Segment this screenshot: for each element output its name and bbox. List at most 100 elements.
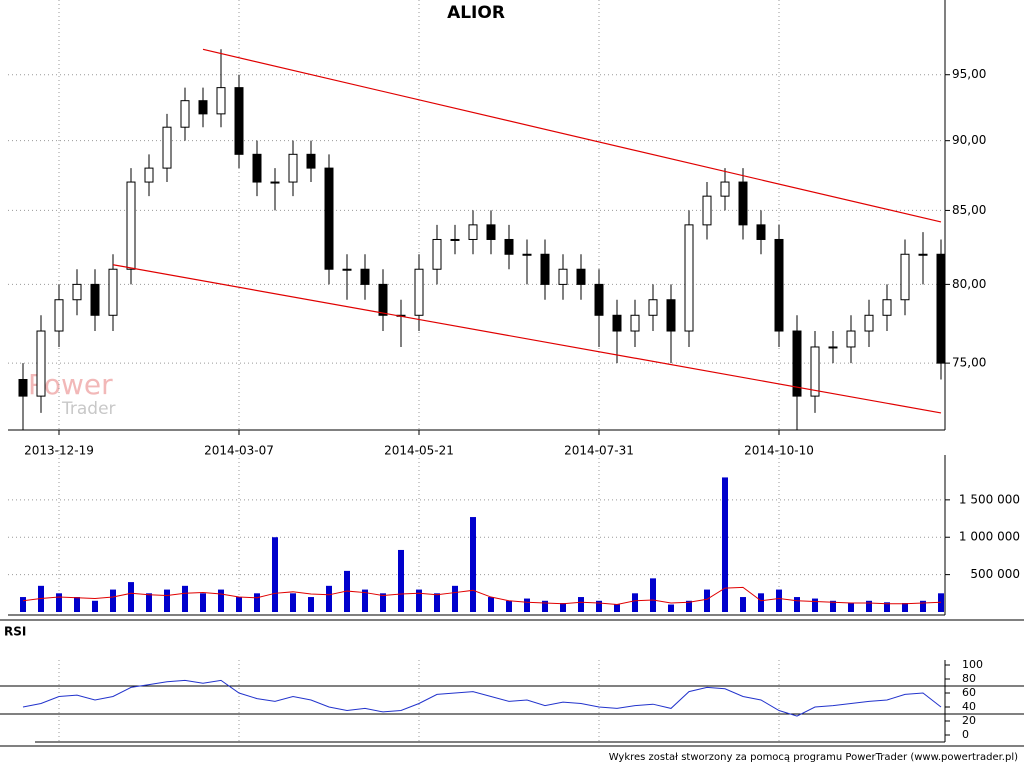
volume-bar [200,593,206,612]
rsi-line [22,679,942,717]
volume-bar [308,597,314,612]
candle-body [90,283,100,316]
candle-body [558,268,568,285]
candle-body [720,181,730,197]
volume-bar [380,593,386,612]
y-tick-label: 500 000 [970,567,1020,581]
volume-bar [560,603,566,612]
candle-body [72,283,82,301]
y-tick-label: 20 [962,714,976,727]
volume-bar [794,597,800,612]
volume-bar [326,585,332,612]
candle-body [828,346,838,349]
candle-body [756,224,766,240]
candle-body [774,238,784,332]
volume-bar [290,593,296,612]
volume-bar [92,600,98,612]
candle-body [792,330,802,397]
volume-bar [902,603,908,612]
y-tick-label: 95,00 [952,67,986,81]
volume-bar [848,603,854,612]
y-tick-label: 75,00 [952,356,986,370]
candle-body [270,181,280,184]
volume-bar [56,593,62,612]
volume-bar [128,582,134,612]
candle-body [36,330,46,397]
y-tick-label: 80 [962,672,976,685]
volume-bar [884,602,890,612]
candle-body [612,314,622,332]
volume-bar [74,597,80,612]
volume-bar [596,600,602,612]
y-tick-label: 0 [962,728,969,741]
candle-body [630,314,640,332]
volume-bar [776,589,782,612]
volume-bar [110,589,116,612]
volume-bar [506,600,512,612]
candle-body [126,181,136,270]
volume-bar [254,593,260,612]
volume-bar [434,593,440,612]
candle-body [414,268,424,316]
volume-bar [578,597,584,612]
y-tick-label: 1 000 000 [959,530,1020,544]
candle-body [324,167,334,270]
volume-bar [182,585,188,612]
volume-bar [218,589,224,612]
y-tick-label: 85,00 [952,203,986,217]
candle-body [306,153,316,169]
x-tick-label: 2014-03-07 [204,444,274,458]
y-tick-label: 40 [962,700,976,713]
candle-body [432,238,442,270]
y-tick-label: 80,00 [952,277,986,291]
volume-bar [758,593,764,612]
footer: Wykres został stworzony za pomocą progra… [609,752,1018,763]
candle-body [684,224,694,332]
trendline [202,48,942,223]
candle-body [936,253,946,364]
watermark: Trader [61,399,116,419]
candle-body [288,153,298,183]
volume-average [22,586,942,606]
candle-body [180,100,190,128]
volume-bar [740,597,746,612]
y-tick-label: 90,00 [952,133,986,147]
candle-body [846,330,856,348]
candle-body [540,253,550,285]
x-tick-label: 2014-05-21 [384,444,454,458]
candle-body [810,346,820,397]
candle-body [648,299,658,316]
candle-body [234,87,244,155]
candle-body [738,181,748,226]
x-tick-label: 2014-07-31 [564,444,634,458]
volume-bar [866,600,872,612]
candle-body [594,283,604,316]
candle-body [216,87,226,115]
volume-bar [920,600,926,612]
volume-bar [722,477,728,612]
candle-body [162,126,172,169]
candle-body [864,314,874,332]
candle-body [522,253,532,256]
volume-bar [452,585,458,612]
candle-body [702,195,712,226]
candle-body [882,299,892,316]
candle-body [918,253,928,256]
candle-body [450,238,460,241]
volume-bar [20,597,26,612]
candle-body [18,379,28,397]
volume-bar [812,598,818,612]
volume-bar [632,593,638,612]
volume-bar [236,597,242,612]
candle-body [108,268,118,316]
volume-bar [686,600,692,612]
volume-bar [650,578,656,612]
y-tick-label: 100 [962,658,983,671]
candle-body [900,253,910,301]
candle-body [486,224,496,240]
volume-bar [272,537,278,612]
candle-body [504,238,514,255]
volume-bar [704,589,710,612]
